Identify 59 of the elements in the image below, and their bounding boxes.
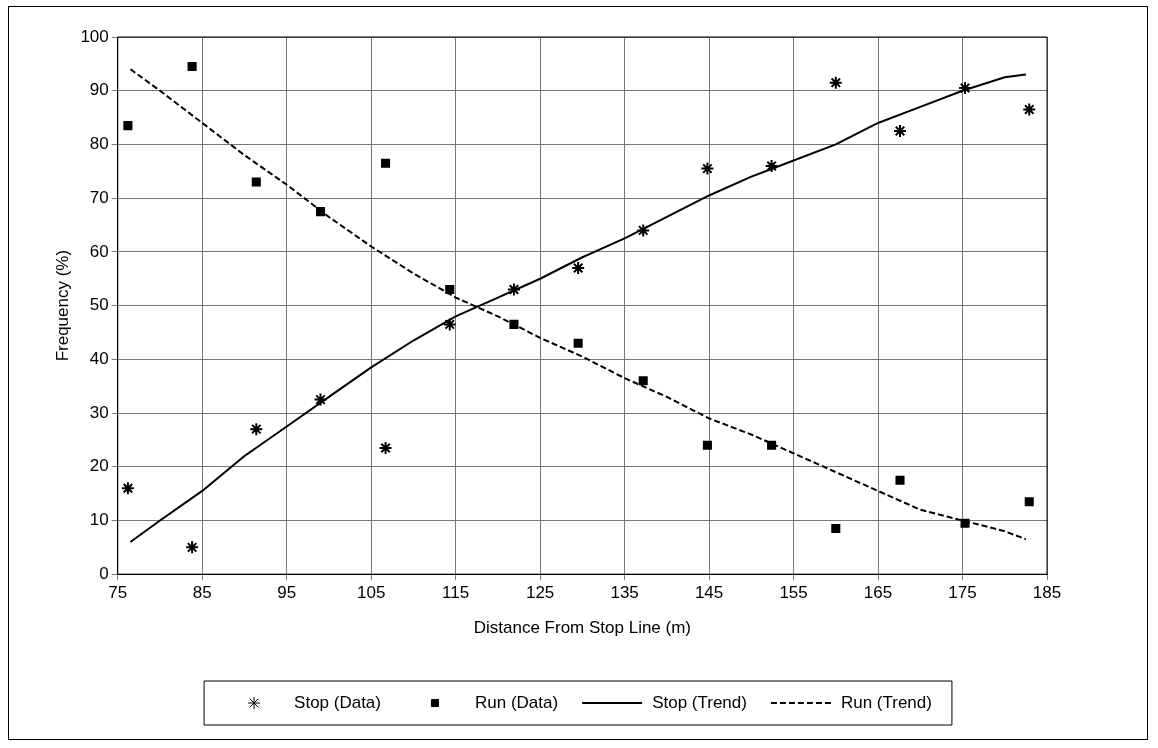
legend-label: Run (Trend) — [840, 692, 932, 712]
point — [958, 81, 973, 96]
point — [445, 284, 455, 295]
point — [831, 524, 841, 534]
point — [251, 177, 261, 187]
y-axis-title: Frequency (%) — [52, 249, 72, 362]
x-tick-label: 145 — [694, 583, 724, 603]
point — [120, 481, 135, 496]
point — [895, 475, 905, 485]
y-tick-label: 50 — [89, 295, 109, 315]
y-tick-label: 10 — [89, 510, 109, 530]
point — [1022, 102, 1037, 117]
point — [636, 223, 651, 238]
x-tick-label: 115 — [442, 583, 470, 603]
point — [767, 440, 777, 450]
x-tick-label: 165 — [863, 583, 893, 603]
point — [378, 440, 393, 455]
y-tick-label: 30 — [89, 402, 109, 422]
y-tick-label: 100 — [80, 26, 109, 46]
x-tick-label: 95 — [277, 583, 297, 603]
point — [638, 376, 648, 386]
point — [123, 121, 133, 131]
point — [187, 62, 197, 72]
x-axis-title: Distance From Stop Line (m) — [473, 618, 692, 638]
point — [442, 317, 457, 332]
x-tick-label: 75 — [108, 583, 128, 603]
legend-label: Run (Data) — [474, 692, 559, 712]
point — [960, 518, 970, 528]
point — [700, 161, 715, 176]
point — [571, 261, 586, 275]
y-tick-label: 20 — [89, 456, 109, 476]
point — [702, 440, 712, 450]
point — [509, 319, 519, 329]
x-tick-label: 85 — [192, 583, 212, 603]
x-tick-label: 175 — [948, 583, 977, 603]
point — [185, 540, 200, 555]
point — [573, 338, 583, 348]
legend-label: Stop (Data) — [294, 692, 381, 712]
point — [313, 392, 328, 407]
point — [381, 158, 391, 168]
x-tick-label: 105 — [357, 583, 386, 603]
point — [893, 124, 908, 139]
x-tick-label: 125 — [525, 583, 555, 603]
point — [506, 282, 521, 297]
legend-label: Stop (Trend) — [652, 692, 747, 712]
point — [764, 158, 779, 173]
y-tick-label: 60 — [89, 241, 109, 261]
point — [315, 207, 326, 217]
x-tick-label: 185 — [1032, 583, 1062, 603]
x-tick-label: 135 — [610, 583, 639, 603]
y-tick-label: 40 — [89, 349, 109, 369]
y-tick-label: 90 — [89, 80, 109, 100]
point — [828, 75, 843, 90]
point — [249, 422, 264, 437]
y-tick-label: 70 — [89, 187, 109, 207]
x-tick-label: 155 — [779, 583, 808, 603]
y-tick-label: 0 — [99, 563, 109, 583]
y-tick-label: 80 — [89, 134, 109, 154]
point — [1024, 497, 1034, 507]
